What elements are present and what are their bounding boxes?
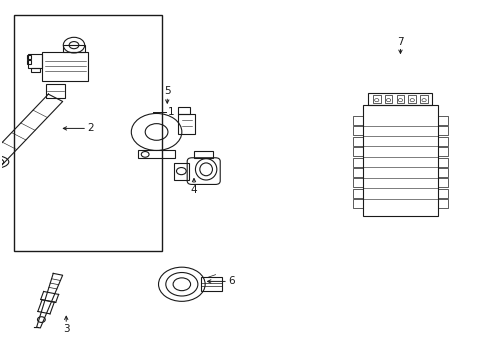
Bar xyxy=(438,158,448,167)
Bar xyxy=(178,114,195,134)
Bar xyxy=(363,105,438,216)
Bar xyxy=(14,14,162,251)
Bar xyxy=(173,163,189,180)
Bar xyxy=(438,179,448,188)
Text: 5: 5 xyxy=(164,86,171,96)
Bar xyxy=(27,54,42,68)
Bar xyxy=(353,189,363,198)
Bar xyxy=(353,126,363,135)
Bar xyxy=(438,189,448,198)
Bar xyxy=(420,95,428,103)
Bar xyxy=(46,84,65,98)
Bar xyxy=(438,168,448,177)
Bar xyxy=(438,137,448,146)
Bar xyxy=(194,150,214,158)
Bar xyxy=(31,68,40,72)
Bar xyxy=(353,179,363,188)
Bar xyxy=(138,150,175,158)
Bar xyxy=(26,60,30,64)
Bar xyxy=(396,95,404,103)
Bar xyxy=(353,116,363,125)
Bar xyxy=(368,93,433,105)
Text: 7: 7 xyxy=(397,37,404,46)
Bar xyxy=(438,116,448,125)
Bar xyxy=(438,147,448,156)
Text: 2: 2 xyxy=(87,123,94,134)
Text: 6: 6 xyxy=(228,276,235,287)
Bar xyxy=(42,51,88,81)
Bar xyxy=(385,95,392,103)
Bar xyxy=(353,199,363,208)
Bar xyxy=(26,55,30,59)
Bar xyxy=(438,126,448,135)
Bar xyxy=(201,278,221,291)
Bar xyxy=(408,95,416,103)
Bar xyxy=(178,107,190,114)
Text: 3: 3 xyxy=(63,324,70,334)
Bar xyxy=(353,137,363,146)
Bar xyxy=(438,199,448,208)
Text: 4: 4 xyxy=(191,185,197,195)
Bar xyxy=(63,45,85,51)
Bar xyxy=(353,168,363,177)
Bar xyxy=(373,95,381,103)
Bar xyxy=(353,158,363,167)
Bar xyxy=(353,147,363,156)
Text: 1: 1 xyxy=(168,107,175,117)
